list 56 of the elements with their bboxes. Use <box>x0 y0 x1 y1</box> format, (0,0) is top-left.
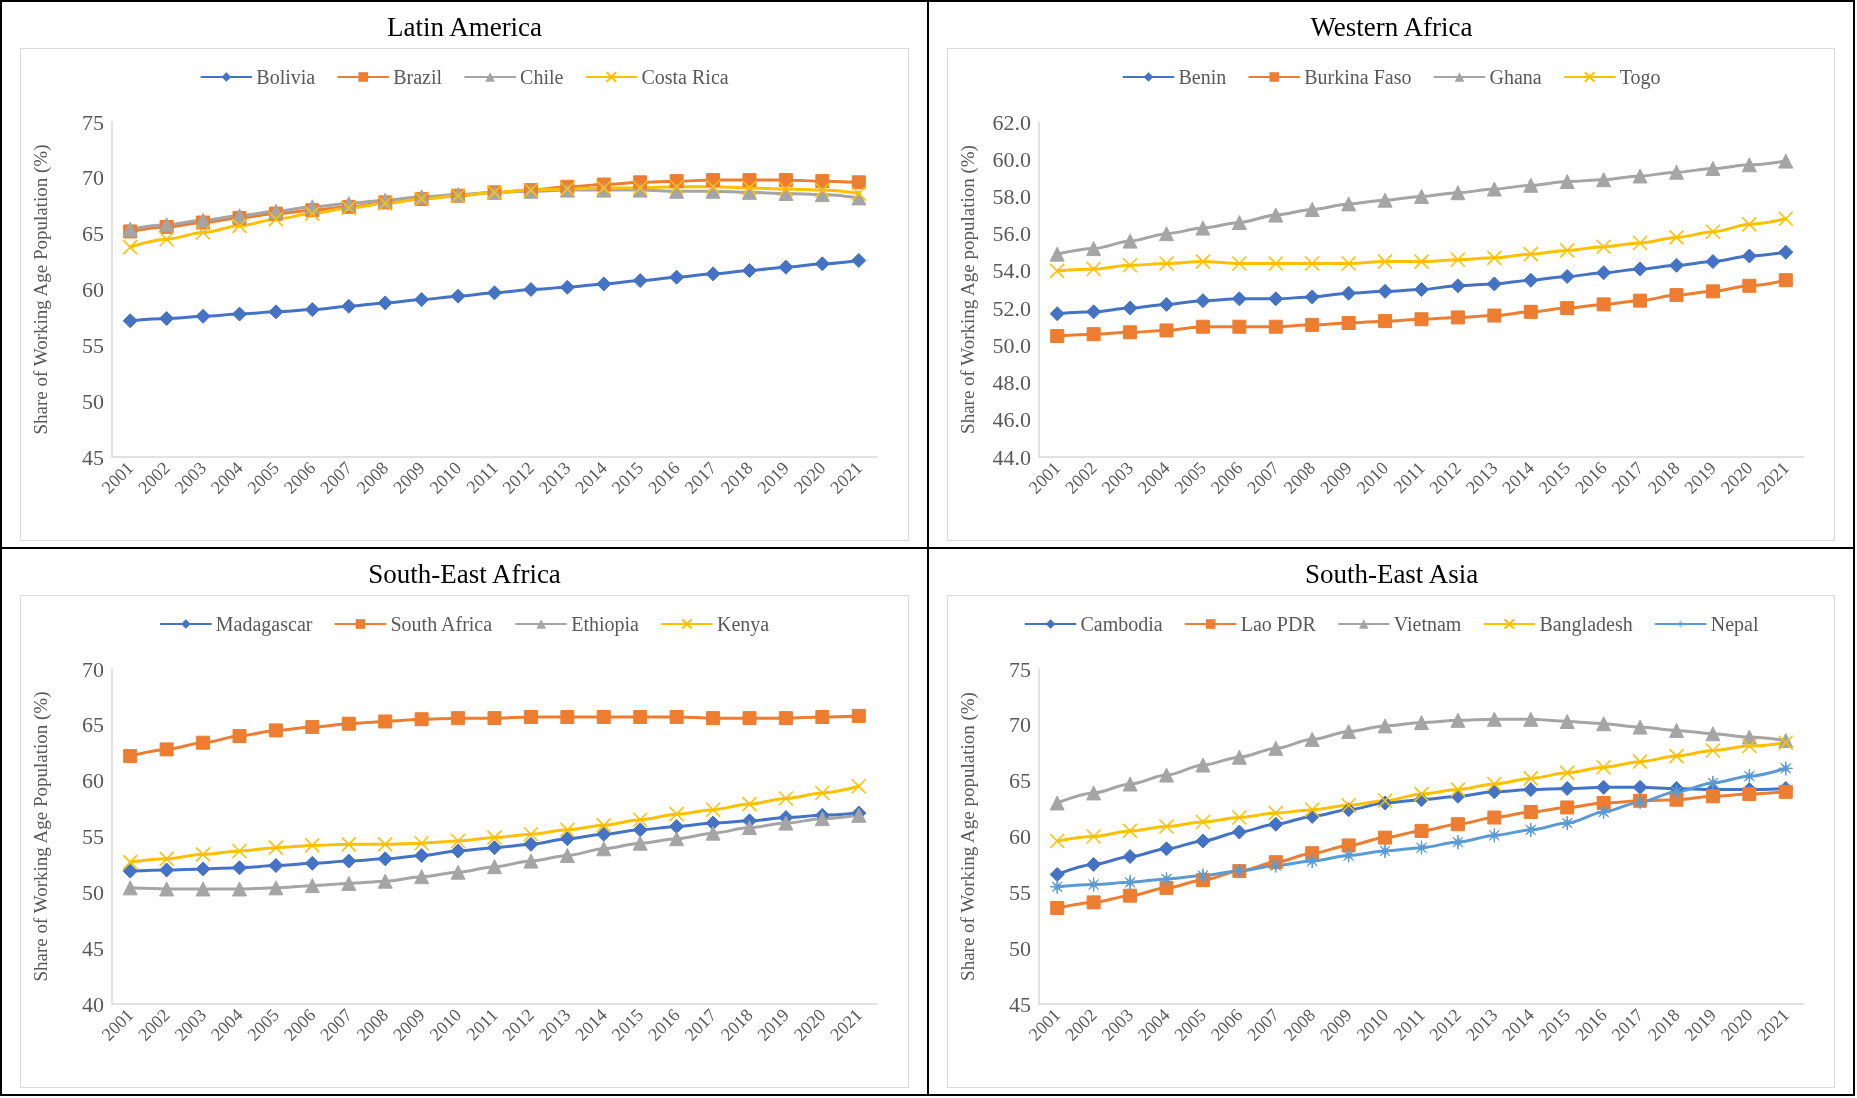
chart-title: South-East Asia <box>1304 558 1478 589</box>
y-tick-label: 55 <box>82 332 104 358</box>
y-tick-label: 50 <box>1008 935 1031 961</box>
legend-label: Togo <box>1619 66 1661 89</box>
y-tick-label: 70 <box>82 165 104 191</box>
y-tick-label: 50 <box>82 879 104 905</box>
y-tick-label: 65 <box>1008 768 1031 794</box>
y-tick-label: 46.0 <box>992 407 1031 433</box>
legend-label: Nepal <box>1710 613 1759 636</box>
legend-label: Benin <box>1178 66 1226 88</box>
y-tick-label: 55 <box>1008 879 1031 905</box>
y-axis-title: Share of Working Age population (%) <box>956 692 979 981</box>
legend-label: Madagascar <box>215 613 313 636</box>
chart-title: Western Africa <box>1310 11 1473 42</box>
y-axis-title: Share of Working Age Population (%) <box>30 691 52 982</box>
legend-label: Cambodia <box>1080 613 1163 635</box>
legend-label: South Africa <box>390 613 493 635</box>
chart-title: South-East Africa <box>368 558 561 589</box>
y-tick-label: 60 <box>1008 824 1031 849</box>
y-tick-label: 50 <box>82 388 104 414</box>
y-tick-label: 70 <box>1008 712 1031 738</box>
legend-label: Brazil <box>393 66 443 88</box>
y-tick-label: 58.0 <box>992 183 1031 209</box>
y-tick-label: 60.0 <box>992 146 1031 172</box>
y-tick-label: 52.0 <box>992 295 1031 321</box>
y-tick-label: 75 <box>1008 656 1031 682</box>
y-tick-label: 50.0 <box>992 332 1031 358</box>
y-axis-title: Share of Working Age population (%) <box>956 145 979 434</box>
y-tick-label: 65 <box>82 712 104 738</box>
legend-label: Lao PDR <box>1240 613 1316 635</box>
legend-label: Bangladesh <box>1538 613 1633 636</box>
y-tick-label: 60 <box>82 277 104 302</box>
legend-label: Kenya <box>716 613 770 636</box>
y-tick-label: 54.0 <box>992 258 1031 284</box>
y-tick-label: 44.0 <box>992 444 1031 470</box>
legend-label: Vietnam <box>1393 613 1462 635</box>
y-tick-label: 70 <box>82 656 104 682</box>
y-tick-label: 45 <box>82 935 104 961</box>
y-tick-label: 48.0 <box>992 370 1031 396</box>
legend-label: Bolivia <box>256 66 316 88</box>
y-tick-label: 55 <box>82 824 104 849</box>
y-tick-label: 40 <box>82 991 104 1017</box>
y-tick-label: 65 <box>82 221 104 247</box>
chart-title: Latin America <box>386 11 543 42</box>
legend-label: Costa Rica <box>641 66 729 88</box>
y-tick-label: 62.0 <box>992 109 1031 135</box>
legend-label: Ethiopia <box>571 613 640 636</box>
legend-label: Burkina Faso <box>1303 66 1411 88</box>
y-axis-title: Share of Working Age Population (%) <box>30 144 52 435</box>
y-tick-label: 75 <box>82 109 104 135</box>
y-tick-label: 45 <box>82 444 104 470</box>
y-tick-label: 56.0 <box>992 221 1031 247</box>
legend-label: Chile <box>520 66 564 88</box>
y-tick-label: 45 <box>1008 991 1031 1017</box>
legend-label: Ghana <box>1488 66 1542 88</box>
y-tick-label: 60 <box>82 768 104 794</box>
